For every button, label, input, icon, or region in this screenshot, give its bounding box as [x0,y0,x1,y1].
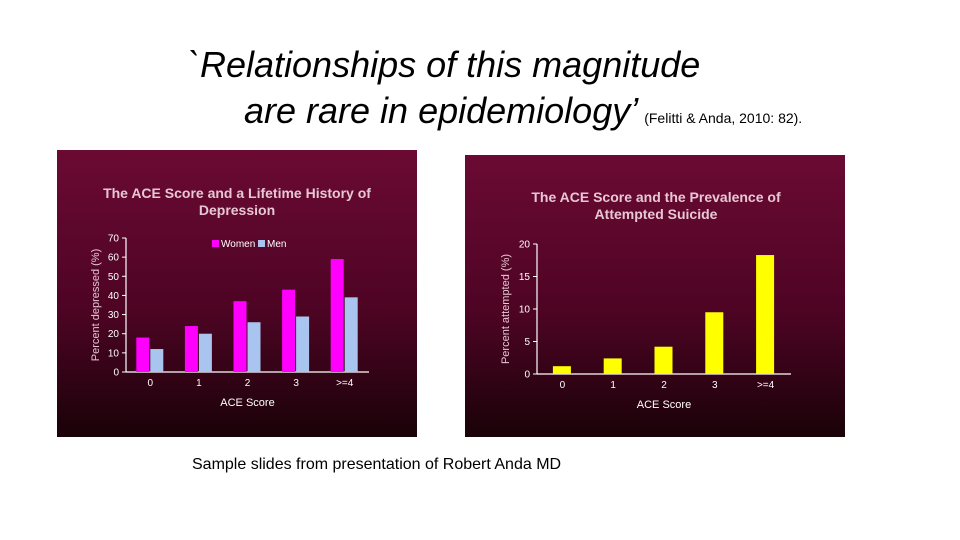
x-tick-label: 2 [245,378,251,389]
x-tick-label: 1 [196,378,202,389]
title-line-1: `Relationships of this magnitude [188,44,701,85]
bar-women [330,259,344,372]
legend-swatch [212,240,219,247]
citation: (Felitti & Anda, 2010: 82). [644,110,803,126]
y-tick-label: 10 [108,348,120,359]
bar-men [296,316,310,372]
x-tick-label: >=4 [757,380,775,391]
y-axis-label: Percent depressed (%) [90,249,102,362]
x-tick-label: 3 [293,378,299,389]
x-axis-label: ACE Score [637,399,691,411]
title-line-2-text: are rare in epidemiology’ [244,90,639,131]
bar-men [198,333,212,372]
bar-men [344,297,358,372]
chart-title-line: Attempted Suicide [595,206,718,222]
depression-chart: The ACE Score and a Lifetime History ofD… [90,185,371,409]
legend-swatch [258,240,265,247]
x-tick-label: 0 [148,378,154,389]
y-tick-label: 20 [519,240,531,251]
legend-label: Men [267,239,286,250]
y-tick-label: 0 [524,370,530,381]
chart-title-line: The ACE Score and the Prevalence of [531,189,781,205]
bar-men [150,349,164,372]
y-tick-label: 60 [108,253,120,264]
bar-women [233,301,247,372]
y-tick-label: 50 [108,272,120,283]
y-tick-label: 5 [524,337,530,348]
bar-value [705,312,724,374]
x-tick-label: 1 [610,380,616,391]
y-tick-label: 70 [108,234,120,245]
x-tick-label: 3 [712,380,718,391]
bar-value [603,358,622,374]
y-tick-label: 10 [519,305,531,316]
bar-women [136,337,150,372]
chart-title-line: The ACE Score and a Lifetime History of [103,185,371,201]
legend-label: Women [221,239,255,250]
x-tick-label: 2 [661,380,667,391]
suicide-chart-slide: The ACE Score and the Prevalence of Attem… [465,155,845,437]
y-tick-label: 20 [108,329,120,340]
slide-title: `Relationships of this magnitude are rar… [0,0,960,140]
title-line-2: are rare in epidemiology’ (Felitti & Anda… [244,90,802,132]
slide-caption: Sample slides from presentation of Rober… [192,456,562,473]
suicide-chart: The ACE Score and the Prevalence ofAttem… [500,189,791,411]
bar-value [654,346,673,374]
depression-chart-slide: The ACE Score and a Lifetime History of D… [57,150,417,437]
x-axis-label: ACE Score [220,397,274,409]
bar-women [282,289,296,372]
y-tick-label: 15 [519,272,531,283]
x-tick-label: 0 [560,380,566,391]
bar-men [247,322,261,372]
bar-women [184,326,198,372]
bar-value [756,255,775,374]
bar-value [552,366,571,374]
y-tick-label: 30 [108,310,120,321]
chart-title-line: Depression [199,202,275,218]
y-tick-label: 40 [108,291,120,302]
y-axis-label: Percent attempted (%) [500,254,512,364]
x-tick-label: >=4 [336,378,354,389]
y-tick-label: 0 [113,368,119,379]
